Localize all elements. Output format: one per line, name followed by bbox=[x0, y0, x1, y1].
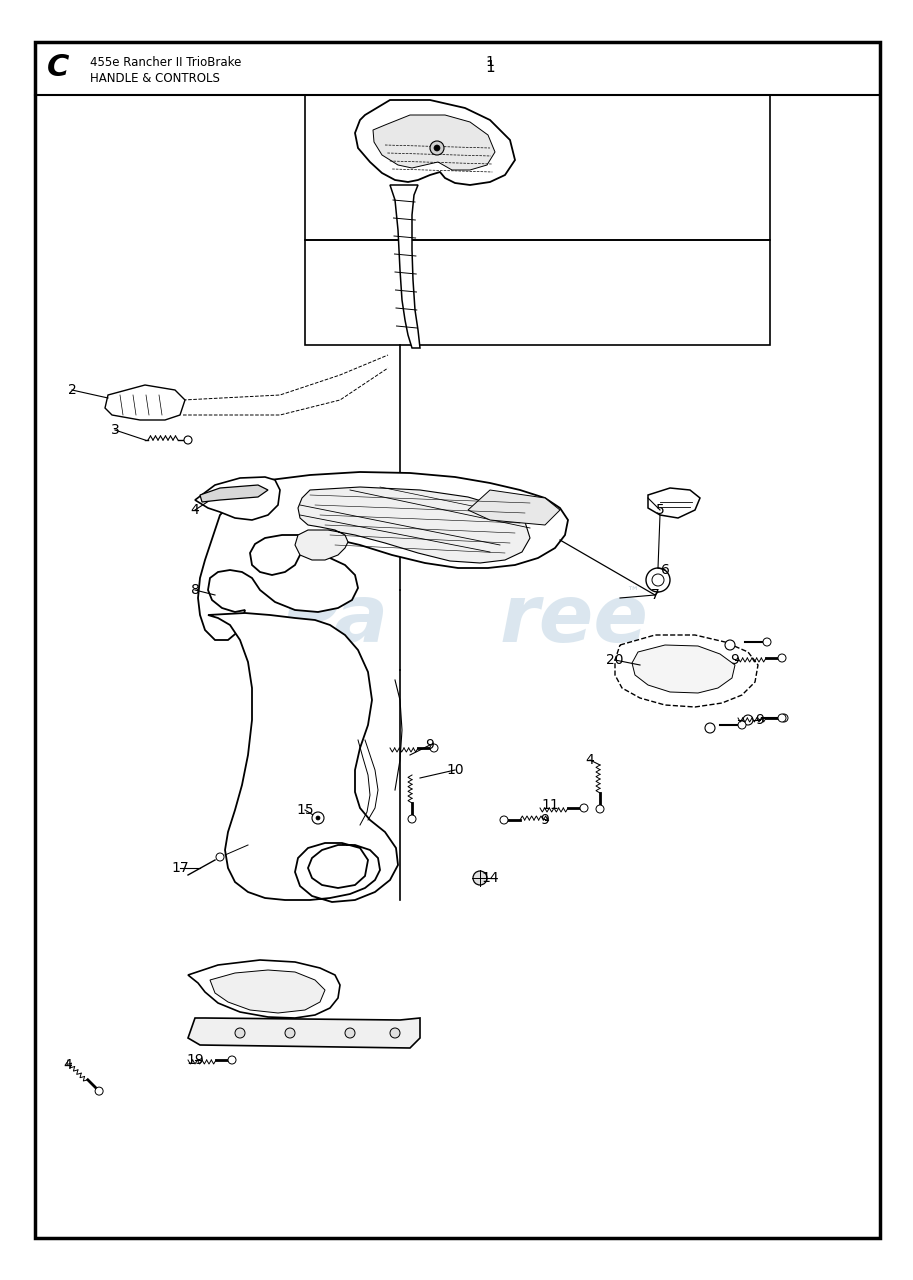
Polygon shape bbox=[373, 115, 495, 170]
Text: 1: 1 bbox=[486, 55, 495, 69]
Circle shape bbox=[500, 817, 508, 824]
Text: 11: 11 bbox=[541, 797, 559, 812]
Text: 8: 8 bbox=[191, 582, 199, 596]
Circle shape bbox=[596, 805, 604, 813]
Text: 4: 4 bbox=[191, 503, 199, 517]
Polygon shape bbox=[355, 100, 515, 186]
Text: 17: 17 bbox=[172, 861, 189, 876]
Text: 10: 10 bbox=[446, 763, 464, 777]
Text: 5: 5 bbox=[656, 503, 665, 517]
Polygon shape bbox=[468, 490, 560, 525]
Text: ree: ree bbox=[500, 581, 649, 659]
Polygon shape bbox=[198, 472, 568, 640]
Text: ™: ™ bbox=[625, 586, 638, 599]
Polygon shape bbox=[390, 186, 420, 348]
Text: 9: 9 bbox=[756, 713, 764, 727]
Circle shape bbox=[430, 141, 444, 155]
Circle shape bbox=[778, 654, 786, 662]
Circle shape bbox=[434, 145, 440, 151]
Polygon shape bbox=[210, 970, 325, 1012]
Circle shape bbox=[580, 804, 588, 812]
Text: 4: 4 bbox=[585, 753, 594, 767]
Circle shape bbox=[652, 573, 664, 586]
Polygon shape bbox=[188, 1018, 420, 1048]
Circle shape bbox=[408, 815, 416, 823]
Circle shape bbox=[390, 1028, 400, 1038]
Bar bbox=[305, 95, 770, 241]
Circle shape bbox=[763, 637, 771, 646]
Polygon shape bbox=[105, 385, 185, 420]
Text: HANDLE & CONTROLS: HANDLE & CONTROLS bbox=[90, 72, 220, 84]
Polygon shape bbox=[195, 477, 280, 520]
Text: 4: 4 bbox=[64, 1059, 72, 1073]
Circle shape bbox=[725, 640, 735, 650]
Circle shape bbox=[743, 716, 753, 724]
Circle shape bbox=[778, 714, 786, 722]
Text: 14: 14 bbox=[481, 870, 498, 884]
Text: C: C bbox=[47, 54, 69, 82]
Text: 15: 15 bbox=[296, 803, 314, 817]
Circle shape bbox=[184, 436, 192, 444]
Polygon shape bbox=[188, 960, 340, 1018]
Text: 7: 7 bbox=[651, 588, 659, 602]
Circle shape bbox=[345, 1028, 355, 1038]
Circle shape bbox=[646, 568, 670, 591]
Text: Pa: Pa bbox=[280, 581, 388, 659]
Circle shape bbox=[705, 723, 715, 733]
Polygon shape bbox=[615, 635, 758, 707]
Text: 20: 20 bbox=[606, 653, 624, 667]
Circle shape bbox=[738, 721, 746, 730]
Text: 9: 9 bbox=[425, 739, 435, 751]
Circle shape bbox=[780, 714, 788, 722]
Circle shape bbox=[285, 1028, 295, 1038]
Circle shape bbox=[473, 870, 487, 884]
Circle shape bbox=[316, 817, 320, 820]
Text: 3: 3 bbox=[110, 422, 120, 436]
Bar bbox=[305, 241, 770, 346]
Circle shape bbox=[235, 1028, 245, 1038]
Polygon shape bbox=[632, 645, 735, 692]
Text: 455e Rancher II TrioBrake: 455e Rancher II TrioBrake bbox=[90, 55, 241, 69]
Text: 6: 6 bbox=[661, 563, 669, 577]
Circle shape bbox=[430, 744, 438, 751]
Text: 1: 1 bbox=[485, 59, 495, 74]
Polygon shape bbox=[295, 486, 530, 563]
Circle shape bbox=[95, 1087, 103, 1096]
Text: 9: 9 bbox=[540, 813, 550, 827]
Text: 19: 19 bbox=[186, 1053, 204, 1068]
Text: 2: 2 bbox=[68, 383, 77, 397]
Polygon shape bbox=[200, 485, 268, 502]
Polygon shape bbox=[648, 488, 700, 518]
Circle shape bbox=[228, 1056, 236, 1064]
Circle shape bbox=[312, 812, 324, 824]
Circle shape bbox=[216, 852, 224, 861]
Text: 9: 9 bbox=[730, 653, 740, 667]
Polygon shape bbox=[208, 613, 398, 902]
